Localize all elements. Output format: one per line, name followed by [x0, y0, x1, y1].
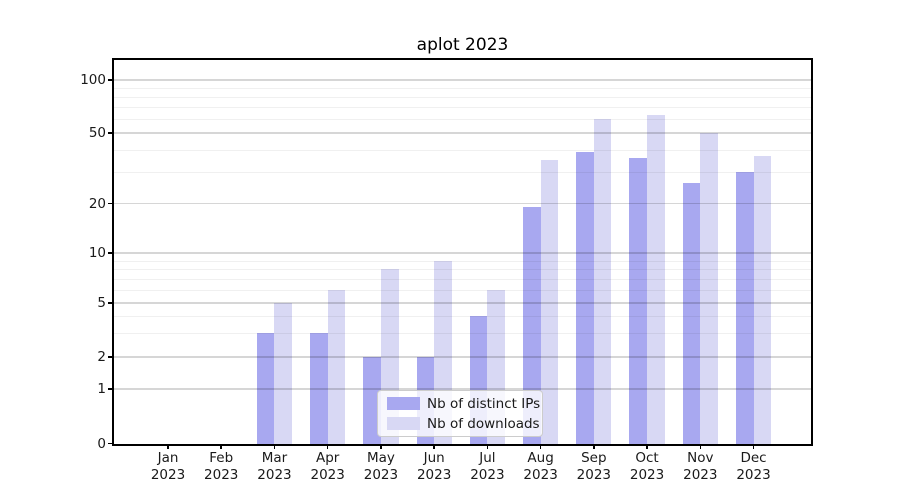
chart-title: aplot 2023 [416, 35, 509, 55]
minor-gridline [114, 172, 811, 174]
minor-gridline [114, 269, 811, 271]
legend-row: Nb of downloads [387, 416, 542, 432]
y-tick-label: 100 [80, 72, 106, 88]
y-tick-mark [108, 132, 114, 134]
x-tick-mark [326, 444, 329, 449]
bar-may-ips [363, 357, 381, 444]
bar-apr-downloads [327, 289, 346, 444]
bar-oct-downloads [647, 115, 665, 444]
bar-apr-ips [310, 333, 328, 444]
y-tick-label: 1 [97, 381, 106, 397]
y-tick-mark [108, 252, 114, 254]
minor-gridline [114, 97, 811, 99]
legend-label: Nb of distinct IPs [427, 395, 541, 412]
major-gridline [114, 302, 811, 304]
legend-swatch [387, 417, 420, 430]
major-gridline [114, 132, 811, 134]
plot-area: Nb of distinct IPs Nb of downloads [112, 58, 813, 446]
y-tick-mark [108, 202, 114, 205]
y-tick-mark [108, 442, 114, 445]
x-tick-mark [167, 444, 169, 449]
y-tick-label: 5 [97, 295, 106, 311]
bar-nov-downloads [700, 133, 718, 444]
major-gridline [114, 356, 811, 358]
x-tick-mark [752, 444, 755, 449]
y-tick-mark [108, 79, 114, 81]
minor-gridline [114, 119, 811, 121]
bar-oct-ips [629, 158, 648, 444]
x-tick-mark [539, 444, 542, 449]
x-tick-label: Mar 2023 [257, 450, 292, 483]
bar-sep-downloads [593, 119, 612, 444]
x-tick-mark [220, 444, 222, 449]
bar-aug-downloads [540, 160, 559, 444]
minor-gridline [114, 150, 811, 152]
x-tick-mark [380, 444, 382, 449]
legend-swatch [387, 397, 420, 410]
y-tick-label: 20 [88, 195, 106, 212]
minor-gridline [114, 278, 811, 280]
x-tick-mark [593, 444, 595, 449]
bar-dec-ips [735, 172, 754, 444]
major-gridline [114, 79, 811, 81]
x-tick-label: Dec 2023 [736, 450, 771, 483]
x-tick-label: Sep 2023 [576, 450, 612, 483]
bar-sep-ips [576, 152, 594, 444]
minor-gridline [114, 333, 811, 335]
legend-label: Nb of downloads [427, 415, 540, 432]
legend: Nb of distinct IPs Nb of downloads [377, 390, 543, 437]
y-tick-label: 10 [88, 245, 106, 261]
x-tick-label: Oct 2023 [629, 450, 665, 483]
bar-mar-ips [256, 333, 275, 444]
x-tick-mark [646, 444, 648, 449]
minor-gridline [114, 260, 811, 262]
y-tick-mark [108, 356, 114, 358]
x-tick-mark [486, 444, 489, 449]
bar-nov-ips [682, 183, 701, 444]
major-gridline [114, 252, 811, 254]
x-tick-label: Aug 2023 [523, 450, 558, 483]
x-tick-label: Jul 2023 [470, 450, 505, 483]
bar-mar-downloads [274, 303, 293, 444]
x-tick-label: Apr 2023 [310, 450, 345, 483]
major-gridline [114, 388, 811, 390]
minor-gridline [114, 88, 811, 90]
x-tick-mark [273, 444, 276, 449]
minor-gridline [114, 289, 811, 291]
x-tick-label: Nov 2023 [683, 450, 718, 483]
x-tick-label: Feb 2023 [204, 450, 239, 483]
x-tick-label: Jan 2023 [150, 450, 186, 483]
x-tick-mark [699, 444, 702, 449]
x-tick-label: May 2023 [363, 450, 399, 483]
y-tick-label: 2 [97, 349, 106, 365]
legend-row: Nb of distinct IPs [387, 396, 542, 412]
bar-aug-ips [523, 207, 541, 444]
y-tick-mark [108, 302, 114, 304]
y-tick-label: 50 [88, 125, 106, 141]
y-tick-label: 0 [97, 435, 106, 452]
minor-gridline [114, 316, 811, 318]
major-gridline [114, 202, 811, 205]
bar-dec-downloads [753, 156, 772, 444]
x-tick-label: Jun 2023 [416, 450, 452, 483]
minor-gridline [114, 107, 811, 109]
y-tick-mark [108, 388, 114, 390]
x-tick-mark [433, 444, 435, 449]
